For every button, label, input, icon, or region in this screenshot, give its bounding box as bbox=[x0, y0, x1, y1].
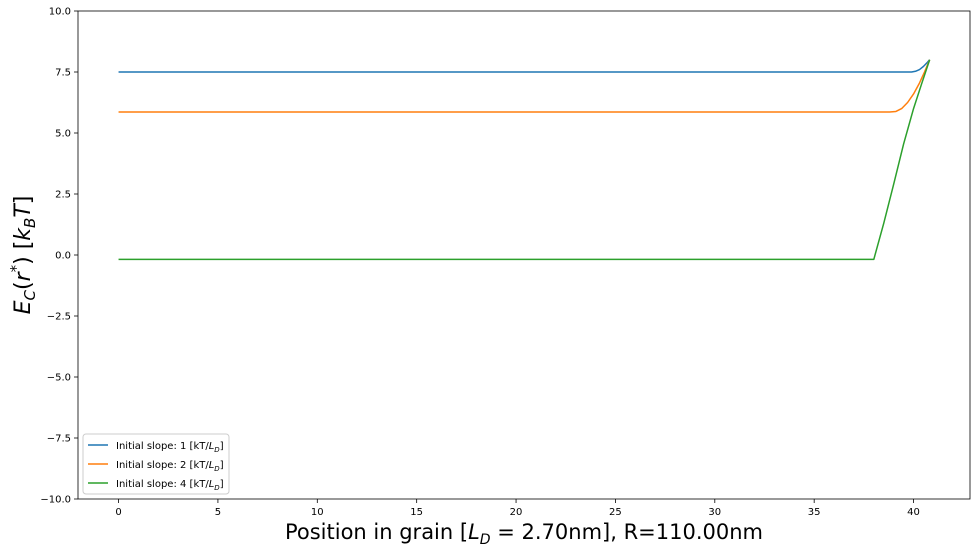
y-axis-label: EC(r*) [kBT] bbox=[7, 196, 39, 315]
y-tick-label: 7.5 bbox=[55, 68, 71, 79]
legend-box bbox=[82, 433, 230, 495]
y-tick-label: 0.0 bbox=[55, 251, 71, 262]
y-axis-ticks: 10.0 7.5 5.0 2.5 0.0 −2.5 −5.0 −7.5 −10.0 bbox=[40, 7, 78, 506]
legend-label-2: Initial slope: 2 [kT/LD] bbox=[116, 460, 224, 473]
x-axis-label: Position in grain [LD = 2.70nm], R=110.0… bbox=[285, 520, 763, 548]
legend-label-1: Initial slope: 1 [kT/LD] bbox=[116, 441, 224, 454]
plot-background bbox=[78, 11, 970, 499]
x-tick-label: 40 bbox=[907, 507, 920, 518]
y-tick-label: −7.5 bbox=[47, 434, 71, 445]
x-tick-label: 30 bbox=[708, 507, 721, 518]
series-line-1 bbox=[118, 59, 931, 73]
x-axis-ticks: 0 5 10 15 20 25 30 35 40 bbox=[115, 499, 920, 518]
x-tick-label: 10 bbox=[311, 507, 324, 518]
legend-label-3: Initial slope: 4 [kT/LD] bbox=[116, 479, 224, 492]
legend: Initial slope: 1 [kT/LD] Initial slope: … bbox=[82, 433, 230, 495]
x-tick-label: 20 bbox=[510, 507, 523, 518]
y-tick-label: −2.5 bbox=[47, 312, 71, 323]
y-tick-label: 5.0 bbox=[55, 129, 71, 140]
x-tick-label: 5 bbox=[215, 507, 221, 518]
y-tick-label: 2.5 bbox=[55, 190, 71, 201]
series-lines bbox=[118, 59, 931, 261]
x-tick-label: 15 bbox=[410, 507, 423, 518]
x-tick-label: 0 bbox=[115, 507, 121, 518]
series-line-3 bbox=[118, 59, 931, 261]
x-tick-label: 35 bbox=[808, 507, 821, 518]
y-tick-label: −5.0 bbox=[47, 373, 71, 384]
y-tick-label: 10.0 bbox=[49, 7, 71, 18]
series-line-2 bbox=[118, 59, 931, 113]
x-tick-label: 25 bbox=[609, 507, 622, 518]
plot-frame bbox=[77, 10, 971, 500]
y-tick-label: −10.0 bbox=[40, 495, 71, 506]
